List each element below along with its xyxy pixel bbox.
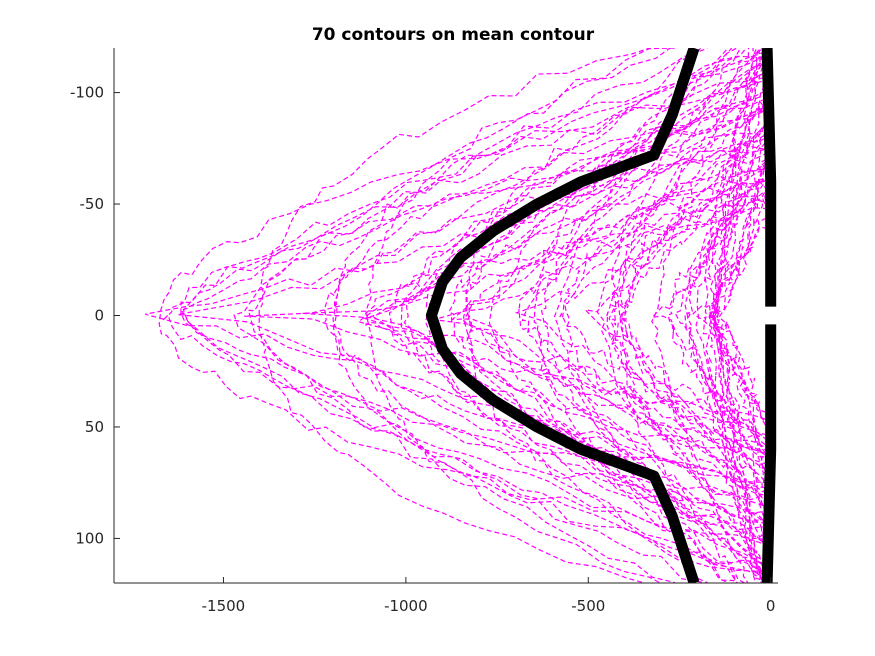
contour-line (244, 109, 773, 532)
x-tick-label: -500 (571, 597, 605, 615)
contour-line (711, 193, 773, 440)
mean-contour-right-upper (761, 48, 777, 307)
mean-contour-right-lower (761, 324, 777, 583)
contour-line (667, 184, 770, 448)
contour-line (183, 69, 770, 568)
contour-line (450, 51, 771, 576)
contour-line (462, 48, 768, 583)
contour-line (180, 52, 773, 578)
chart-title: 70 contours on mean contour (312, 25, 595, 45)
contour-line (258, 48, 652, 583)
contour-line (674, 119, 771, 516)
contour-line (400, 104, 770, 522)
contour-line (365, 48, 678, 583)
contour-line (596, 48, 742, 583)
contour-line (692, 187, 772, 453)
contour-line (363, 207, 772, 422)
y-tick-label: 100 (75, 529, 104, 547)
x-tick-label: 0 (766, 597, 776, 615)
contour-line (333, 95, 773, 531)
contour-line (323, 144, 773, 484)
contour-line (177, 48, 710, 583)
contour-line (684, 179, 773, 452)
mean-contour-arc (425, 48, 700, 583)
contour-line (233, 48, 709, 583)
x-tick-label: -1000 (384, 597, 428, 615)
y-tick-label: -100 (70, 84, 104, 102)
contour-line (714, 108, 771, 530)
plot-area (114, 48, 778, 583)
contour-line (332, 55, 772, 573)
contour-line (533, 61, 772, 571)
contour-line (605, 178, 772, 455)
contour-line (708, 156, 774, 472)
contour-line (619, 179, 773, 446)
contour-line (518, 152, 770, 488)
contour-line (514, 49, 770, 583)
contour-line (403, 86, 773, 541)
contour-line (247, 48, 677, 583)
x-tick-label: -1500 (202, 597, 246, 615)
y-tick-label: 0 (94, 307, 104, 325)
contour-line (695, 48, 765, 583)
contour-line (621, 157, 773, 469)
contour-line (158, 78, 771, 547)
contour-line (466, 168, 772, 460)
y-tick-label: -50 (80, 195, 105, 213)
contour-line (465, 48, 773, 583)
contour-lines (144, 48, 774, 583)
contour-line (488, 48, 736, 583)
contour-line (357, 48, 748, 583)
contour-line (703, 142, 773, 495)
contour-line (712, 72, 773, 560)
mean-contour (425, 48, 777, 583)
contour-line (608, 74, 772, 559)
contour-line (424, 105, 773, 525)
contour-line (448, 167, 773, 466)
contour-line (650, 147, 773, 483)
contour-line (372, 48, 738, 583)
contour-line (583, 106, 771, 516)
contour-line (302, 134, 773, 493)
y-tick-label: 50 (85, 418, 104, 436)
